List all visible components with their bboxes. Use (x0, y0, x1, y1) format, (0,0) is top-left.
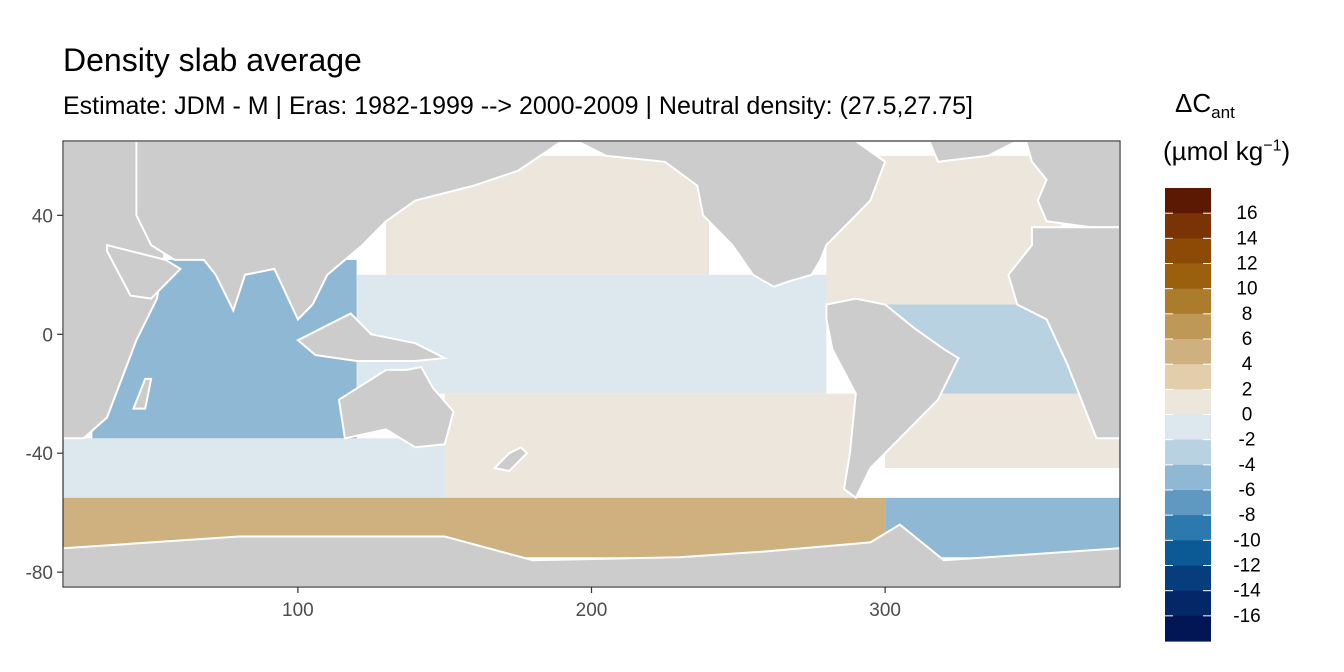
legend-swatch (1165, 213, 1211, 239)
legend-label: -4 (1239, 455, 1256, 476)
legend-units-close: ) (1281, 136, 1291, 166)
legend-swatch (1165, 565, 1211, 592)
legend-swatch (1165, 389, 1211, 416)
map-panel (62, 140, 1121, 588)
legend-swatch (1165, 364, 1211, 390)
legend-title-main: ΔC (1175, 88, 1212, 118)
land-africa-east (1007, 226, 1120, 440)
ocean-region-equatorial-pacific (356, 274, 827, 394)
legend-label: 16 (1236, 203, 1257, 224)
legend-swatch (1165, 590, 1211, 617)
ocean-region-south-pacific (444, 393, 856, 498)
land-south-america (825, 297, 960, 500)
legend-units-open: (µmol kg (1163, 136, 1264, 166)
legend-swatch (1165, 515, 1211, 541)
legend-units-superscript: −1 (1263, 137, 1282, 155)
land-new-zealand (492, 446, 529, 473)
legend-label: 0 (1242, 405, 1253, 426)
legend-swatch (1165, 464, 1211, 491)
land-europe (1024, 141, 1120, 229)
legend-swatch (1165, 540, 1211, 567)
land-borneo-indonesia (296, 312, 449, 362)
legend-label: -14 (1233, 581, 1261, 602)
legend-title: ΔCant (1175, 88, 1235, 123)
y-tick-label: -80 (26, 563, 53, 584)
x-tick-label: 200 (576, 600, 608, 621)
legend-swatch (1165, 339, 1211, 365)
legend-swatch (1165, 263, 1211, 290)
legend-label: -16 (1233, 606, 1260, 627)
legend-label: -2 (1239, 430, 1256, 451)
legend-label: 10 (1236, 279, 1257, 300)
legend-label: -12 (1233, 556, 1260, 577)
legend-label: -6 (1239, 480, 1256, 501)
legend-label: 12 (1236, 254, 1257, 275)
legend-label: 4 (1242, 354, 1253, 375)
legend-colorbar: 16 14 12 10 8 6 4 2 0 -2 -4 -6 -8 -10 -12 -14 -16 (1165, 188, 1261, 642)
legend-label: -8 (1239, 505, 1256, 526)
y-tick-label: 0 (42, 325, 53, 346)
legend-label: 6 (1242, 329, 1253, 350)
ocean-region-southern-indian (63, 438, 445, 498)
chart-subtitle: Estimate: JDM - M | Eras: 1982-1999 --> … (63, 92, 973, 120)
y-tick-label: 40 (32, 206, 53, 227)
x-tick-label: 100 (282, 600, 314, 621)
legend-label: -10 (1233, 530, 1260, 551)
legend-label: 14 (1236, 228, 1258, 249)
land-north-america (576, 141, 887, 288)
legend-swatch (1165, 414, 1211, 441)
land-greenland (928, 141, 1018, 163)
legend-swatch (1165, 288, 1211, 315)
land-arabia (106, 243, 182, 300)
legend-title-subscript: ant (1211, 103, 1235, 123)
legend-swatch (1165, 313, 1211, 340)
legend-label: 2 (1242, 379, 1253, 400)
land-layer (63, 141, 1120, 587)
land-australia (337, 365, 455, 449)
land-antarctica (63, 523, 1120, 587)
legend-label: 8 (1242, 304, 1253, 325)
y-tick-label: -40 (26, 444, 53, 465)
ocean-region-bay-of-bengal (239, 274, 284, 320)
legend-swatch (1165, 490, 1211, 516)
chart-title: Density slab average (63, 42, 362, 78)
legend-swatch (1165, 615, 1211, 642)
x-tick-label: 300 (869, 600, 901, 621)
legend-swatch (1165, 188, 1211, 214)
land-madagascar (132, 377, 153, 410)
land-eurasia (135, 141, 564, 322)
legend-swatch (1165, 439, 1211, 466)
legend-swatch (1165, 238, 1211, 265)
legend-units: (µmol kg−1) (1163, 136, 1290, 167)
